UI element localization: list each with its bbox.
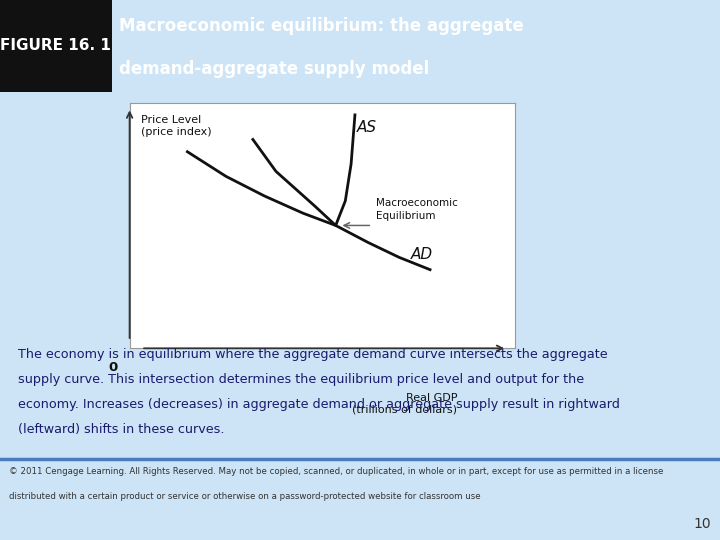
Text: 0: 0 bbox=[109, 361, 118, 374]
Bar bbox=[0, 0, 112, 92]
Text: distributed with a certain product or service or otherwise on a password-protect: distributed with a certain product or se… bbox=[9, 492, 481, 501]
Text: The economy is in equilibrium where the aggregate demand curve intersects the ag: The economy is in equilibrium where the … bbox=[18, 348, 608, 361]
Text: FIGURE 16. 1: FIGURE 16. 1 bbox=[1, 38, 111, 53]
Text: (leftward) shifts in these curves.: (leftward) shifts in these curves. bbox=[18, 423, 225, 436]
Text: Price Level
(price index): Price Level (price index) bbox=[141, 115, 212, 137]
Text: Real GDP
(trillions of dollars): Real GDP (trillions of dollars) bbox=[352, 393, 457, 415]
Text: AS: AS bbox=[357, 120, 377, 135]
Text: © 2011 Cengage Learning. All Rights Reserved. May not be copied, scanned, or dup: © 2011 Cengage Learning. All Rights Rese… bbox=[9, 467, 664, 476]
Text: economy. Increases (decreases) in aggregate demand or aggregate supply result in: economy. Increases (decreases) in aggreg… bbox=[18, 399, 620, 411]
Text: AD: AD bbox=[411, 247, 433, 262]
Text: Macroeconomic
Equilibrium: Macroeconomic Equilibrium bbox=[376, 198, 458, 220]
Text: Macroeconomic equilibrium: the aggregate: Macroeconomic equilibrium: the aggregate bbox=[119, 17, 523, 35]
Text: demand-aggregate supply model: demand-aggregate supply model bbox=[119, 60, 429, 78]
Text: supply curve. This intersection determines the equilibrium price level and outpu: supply curve. This intersection determin… bbox=[18, 373, 584, 386]
Text: 10: 10 bbox=[693, 517, 711, 531]
